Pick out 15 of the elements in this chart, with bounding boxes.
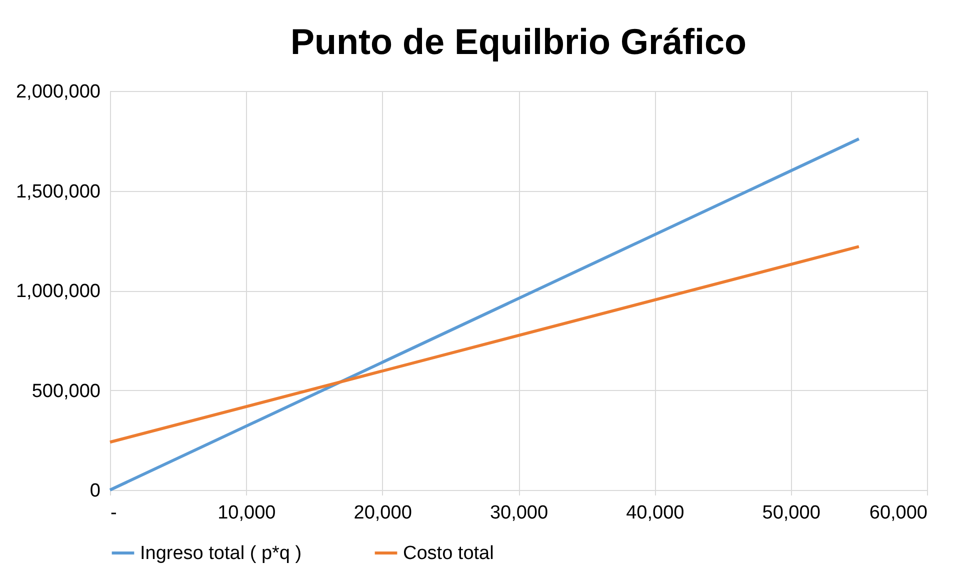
y-tick-label: 1,000,000: [16, 281, 100, 302]
x-tick-label: 50,000: [762, 502, 820, 524]
y-tick-label: 0: [90, 480, 100, 502]
x-tick-label: 30,000: [490, 502, 548, 524]
y-tick-label: 1,500,000: [16, 181, 100, 202]
y-tick-label: 500,000: [32, 380, 100, 402]
x-tick-label: -: [110, 502, 117, 524]
y-tick-label: 2,000,000: [16, 82, 100, 102]
chart-title: Punto de Equilbrio Gráfico: [290, 21, 747, 62]
x-tick-label: 40,000: [626, 502, 684, 524]
legend-label: Ingreso total ( p*q ): [140, 543, 302, 564]
x-tick-label: 60,000: [869, 502, 928, 524]
x-tick-label: 20,000: [354, 502, 412, 524]
legend-label: Costo total: [403, 543, 494, 564]
x-tick-label: 10,000: [218, 502, 276, 524]
